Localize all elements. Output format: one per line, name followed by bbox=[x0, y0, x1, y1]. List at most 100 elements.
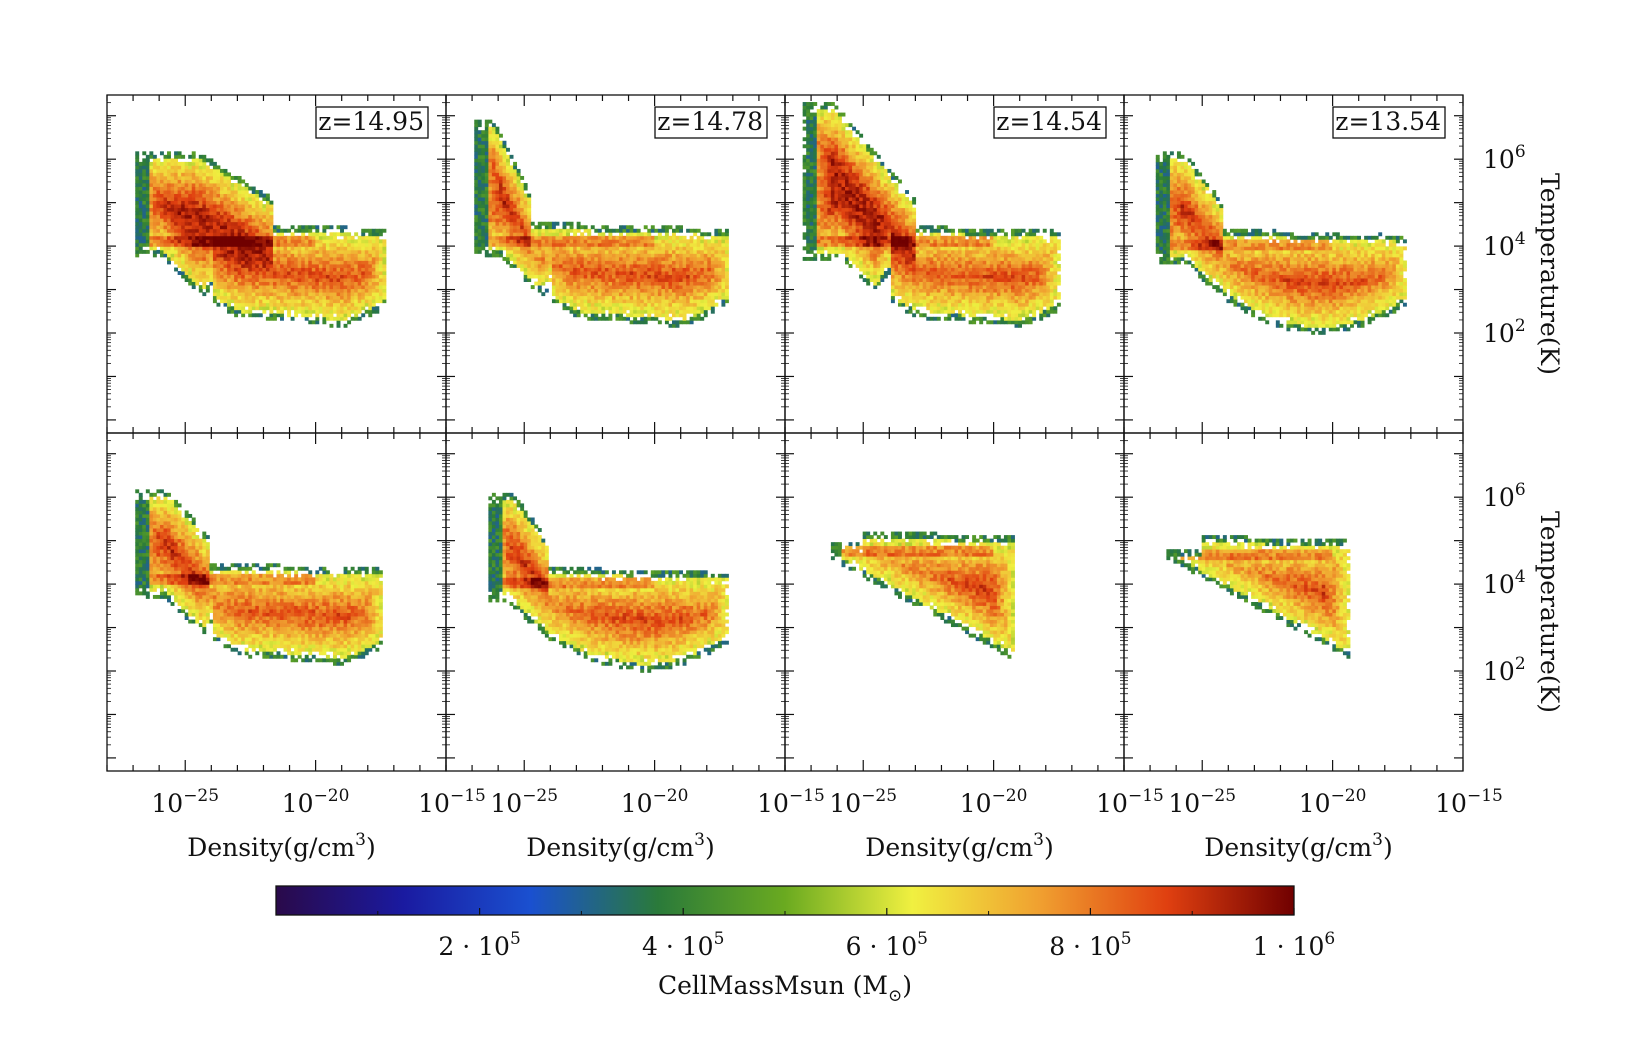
heatmap-cell bbox=[195, 183, 200, 187]
heatmap-cell bbox=[212, 168, 217, 173]
heatmap-cell bbox=[672, 309, 676, 314]
heatmap-cell bbox=[484, 175, 489, 180]
heatmap-cell bbox=[184, 168, 189, 173]
heatmap-cell bbox=[258, 190, 263, 194]
heatmap-cell bbox=[354, 260, 359, 265]
heatmap-cell bbox=[866, 179, 871, 184]
heatmap-cell bbox=[325, 242, 330, 247]
heatmap-cell bbox=[830, 158, 835, 163]
heatmap-cell bbox=[347, 242, 352, 247]
heatmap-cell bbox=[534, 253, 539, 258]
heatmap-cell bbox=[276, 267, 281, 272]
heatmap-cell bbox=[138, 165, 143, 170]
heatmap-cell bbox=[195, 246, 200, 251]
heatmap-cell bbox=[544, 228, 549, 233]
heatmap-cell bbox=[509, 211, 514, 216]
heatmap-cell bbox=[650, 256, 655, 261]
heatmap-cell bbox=[827, 200, 832, 205]
heatmap-cell bbox=[724, 249, 729, 254]
heatmap-cell bbox=[693, 239, 698, 244]
heatmap-cell bbox=[615, 264, 620, 268]
heatmap-cell bbox=[883, 256, 888, 261]
heatmap-cell bbox=[272, 292, 277, 297]
heatmap-cell bbox=[837, 221, 842, 226]
heatmap-cell bbox=[255, 246, 260, 251]
heatmap-cell bbox=[841, 207, 846, 212]
heatmap-cell bbox=[474, 126, 479, 131]
heatmap-cell bbox=[823, 151, 828, 156]
heatmap-cell bbox=[311, 299, 316, 304]
heatmap-cell bbox=[258, 193, 263, 198]
heatmap-cell bbox=[212, 242, 217, 247]
heatmap-cell bbox=[294, 281, 299, 286]
heatmap-cell bbox=[177, 271, 182, 275]
heatmap-cell bbox=[647, 278, 652, 282]
heatmap-cell bbox=[202, 225, 207, 230]
heatmap-cell bbox=[371, 260, 376, 265]
heatmap-cell bbox=[251, 235, 256, 240]
heatmap-cell bbox=[244, 197, 249, 202]
heatmap-cell bbox=[520, 228, 525, 233]
heatmap-cell bbox=[315, 274, 320, 279]
heatmap-cell bbox=[551, 299, 556, 304]
heatmap-cell bbox=[696, 302, 701, 307]
heatmap-cell bbox=[594, 264, 599, 268]
heatmap-cell bbox=[883, 200, 888, 205]
heatmap-cell bbox=[322, 235, 327, 240]
heatmap-cell bbox=[880, 183, 885, 187]
heatmap-cell bbox=[506, 197, 510, 202]
heatmap-cell bbox=[834, 190, 839, 194]
heatmap-cell bbox=[527, 204, 532, 209]
heatmap-cell bbox=[675, 320, 680, 325]
heatmap-cell bbox=[280, 278, 284, 282]
heatmap-cell bbox=[181, 186, 186, 191]
heatmap-cell bbox=[159, 175, 164, 180]
heatmap-cell bbox=[174, 260, 179, 265]
heatmap-cell bbox=[329, 246, 334, 251]
heatmap-cell bbox=[181, 161, 186, 166]
heatmap-cell bbox=[569, 306, 574, 311]
heatmap-cell bbox=[188, 260, 193, 265]
heatmap-cell bbox=[608, 288, 613, 293]
heatmap-cell bbox=[827, 211, 832, 216]
heatmap-cell bbox=[827, 256, 832, 261]
heatmap-cell bbox=[491, 186, 496, 191]
heatmap-cell bbox=[650, 242, 655, 247]
heatmap-cell bbox=[841, 126, 846, 131]
heatmap-cell bbox=[551, 242, 556, 247]
heatmap-cell bbox=[626, 274, 631, 279]
heatmap-cell bbox=[566, 253, 570, 258]
heatmap-cell bbox=[230, 278, 235, 282]
heatmap-cell bbox=[626, 316, 631, 321]
heatmap-cell bbox=[347, 271, 352, 275]
heatmap-cell bbox=[520, 211, 525, 216]
heatmap-cell bbox=[668, 242, 673, 247]
heatmap-cell bbox=[340, 228, 344, 233]
heatmap-cell bbox=[672, 228, 676, 233]
heatmap-cell bbox=[149, 214, 154, 219]
heatmap-cell bbox=[813, 235, 818, 240]
heatmap-cell bbox=[262, 264, 267, 268]
heatmap-cell bbox=[287, 267, 292, 272]
heatmap-cell bbox=[258, 246, 263, 251]
heatmap-cell bbox=[823, 207, 828, 212]
heatmap-cell bbox=[820, 190, 825, 194]
heatmap-cell bbox=[202, 267, 207, 272]
heatmap-cell bbox=[234, 309, 239, 314]
heatmap-cell bbox=[159, 172, 164, 177]
heatmap-cell bbox=[869, 211, 874, 216]
heatmap-cell bbox=[227, 249, 231, 254]
heatmap-cell bbox=[580, 299, 585, 304]
heatmap-cell bbox=[177, 214, 182, 219]
heatmap-cell bbox=[700, 292, 705, 297]
heatmap-cell bbox=[506, 193, 510, 198]
heatmap-cell bbox=[647, 271, 652, 275]
heatmap-cell bbox=[251, 204, 256, 209]
heatmap-cell bbox=[170, 204, 175, 209]
heatmap-cell bbox=[188, 183, 193, 187]
heatmap-cell bbox=[675, 246, 680, 251]
heatmap-cell bbox=[294, 260, 299, 265]
heatmap-cell bbox=[343, 225, 348, 230]
heatmap-cell bbox=[220, 239, 224, 244]
heatmap-cell bbox=[283, 292, 288, 297]
